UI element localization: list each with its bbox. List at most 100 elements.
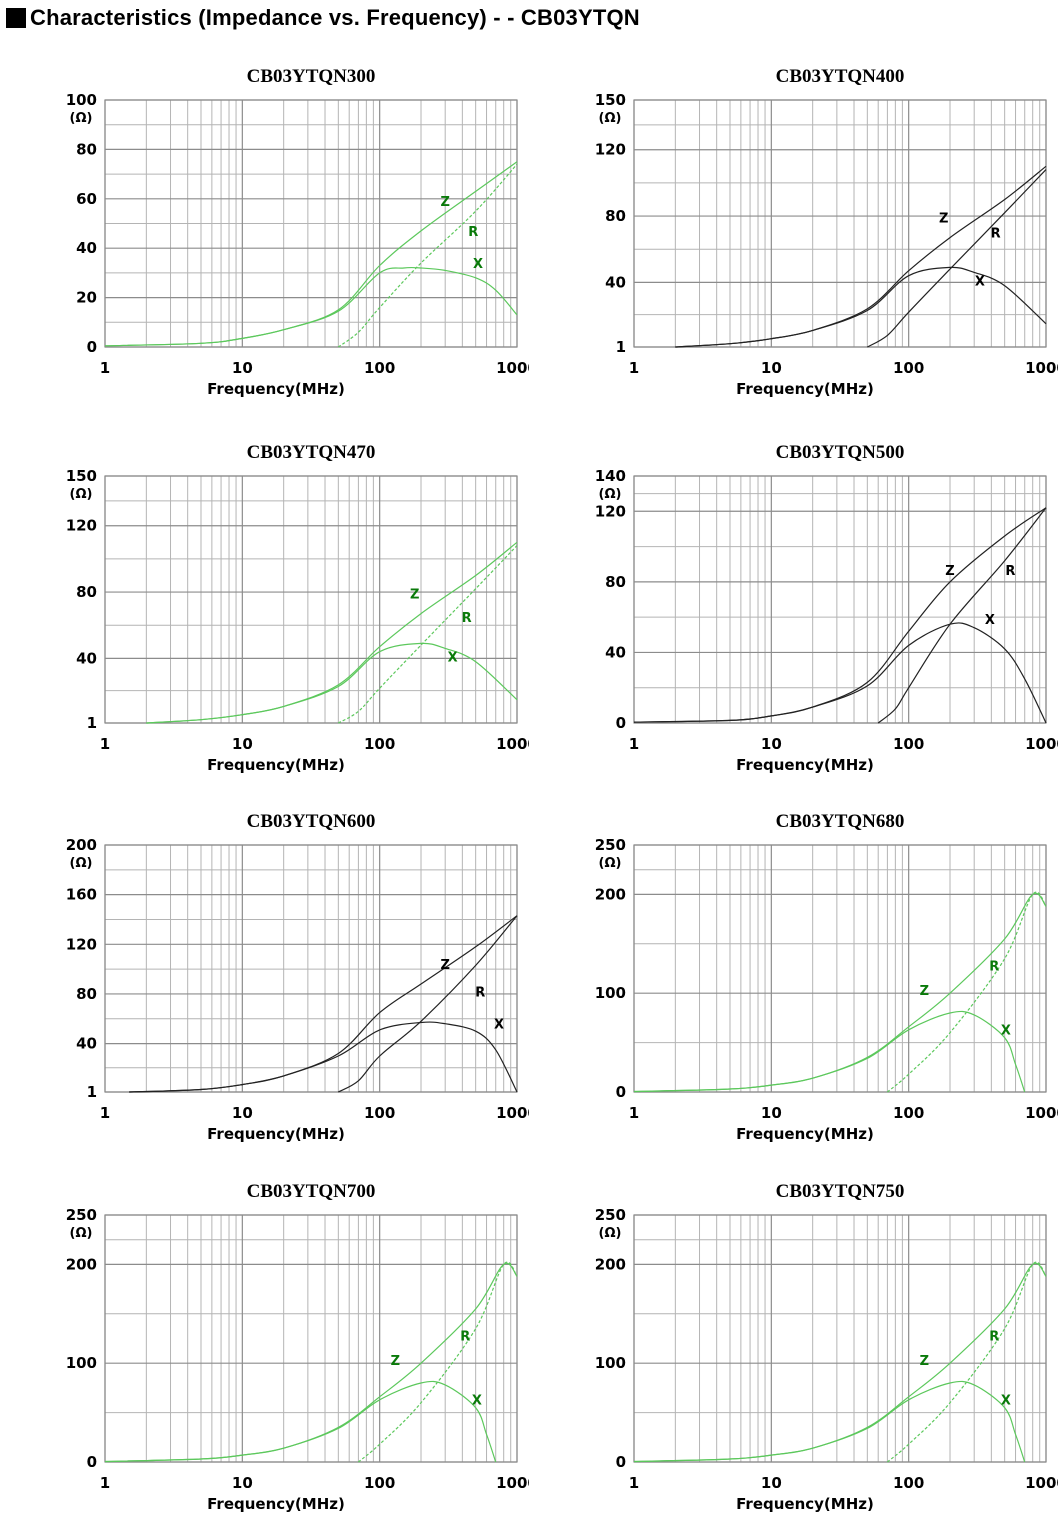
x-tick-label: 1 [100,1474,110,1492]
chart-title: CB03YTQN300 [247,66,376,87]
x-tick-label: 10 [232,1104,253,1122]
series-x-label: X [1001,1394,1011,1409]
series-r-label: R [460,1329,470,1344]
x-tick-label: 1000 [1025,1474,1058,1492]
x-axis-label: Frequency(MHz) [736,380,874,398]
impedance-chart: CB03YTQN600 1 40 80 120 160 200 (Ω) 1 10 100 1000 Fr… [66,811,529,1143]
chart-title: CB03YTQN600 [247,811,376,832]
x-tick-label: 1000 [1025,1104,1058,1122]
chart-panel: CB03YTQN680 0 100 200 250 (Ω) 1 10 100 1000 Freque… [529,797,1058,1169]
y-tick-label: 100 [595,984,626,1002]
series-x-label: X [975,275,985,290]
y-tick-label: 120 [66,935,97,953]
series-r-line [338,545,518,724]
chart-title: CB03YTQN400 [776,66,905,87]
unit-label: (Ω) [70,487,93,502]
impedance-chart: CB03YTQN300 0 20 40 60 80 100 (Ω) 1 10 100 1000 Freq… [66,66,529,398]
x-tick-label: 10 [232,1474,253,1492]
series-r-line [338,915,518,1093]
y-tick-label: 250 [595,1206,626,1224]
chart-title: CB03YTQN500 [776,442,905,463]
x-tick-label: 100 [893,1104,924,1122]
series-x-line [675,266,1047,348]
y-tick-label: 40 [76,1035,97,1053]
chart-title: CB03YTQN700 [247,1181,376,1202]
series-x-label: X [1001,1024,1011,1039]
y-tick-label: 120 [595,141,626,159]
y-tick-label: 20 [76,289,97,307]
y-tick-label: 150 [66,467,97,485]
plot-frame [104,1214,518,1463]
y-tick-label: 100 [595,1354,626,1372]
y-tick-label: 40 [76,239,97,257]
chart-panel: CB03YTQN700 0 100 200 250 (Ω) 1 10 100 1000 Freque… [0,1167,529,1539]
x-axis-label: Frequency(MHz) [207,756,345,774]
series-x-line [633,622,1047,724]
y-tick-label: 40 [605,643,626,661]
plot-frame [633,475,1047,724]
unit-label: (Ω) [70,1226,93,1241]
impedance-chart: CB03YTQN400 1 40 80 120 150 (Ω) 1 10 100 1000 Frequ… [595,66,1058,398]
x-tick-label: 100 [364,735,395,753]
y-tick-label: 200 [595,1255,626,1273]
x-tick-label: 10 [232,359,253,377]
x-tick-label: 10 [232,735,253,753]
impedance-chart: CB03YTQN700 0 100 200 250 (Ω) 1 10 100 1000 Freque… [66,1181,529,1513]
series-x-label: X [448,651,458,666]
plot-frame [633,844,1047,1093]
y-tick-label: 60 [76,190,97,208]
x-tick-label: 100 [364,1474,395,1492]
y-tick-label: 0 [87,338,97,356]
x-axis-label: Frequency(MHz) [736,756,874,774]
y-tick-label: 80 [76,985,97,1003]
x-tick-label: 1000 [496,735,529,753]
series-z-line [104,1262,518,1463]
y-tick-label: 200 [595,885,626,903]
series-z-line [633,1262,1047,1463]
series-z-label: Z [920,984,929,999]
y-tick-label: 200 [66,836,97,854]
y-tick-label: 80 [76,583,97,601]
series-z-line [675,165,1047,348]
unit-label: (Ω) [599,111,622,126]
y-tick-label: 80 [605,207,626,225]
y-tick-label: 80 [605,573,626,591]
y-tick-label: 1 [87,1083,97,1101]
x-tick-label: 1000 [1025,735,1058,753]
series-z-label: Z [391,1354,400,1369]
x-tick-label: 100 [893,1474,924,1492]
y-tick-label: 0 [616,1453,626,1471]
series-x-line [104,1380,497,1463]
chart-panel: CB03YTQN500 0 40 80 120 140 (Ω) 1 10 100 1000 Frequ… [529,428,1058,800]
x-axis-label: Frequency(MHz) [207,380,345,398]
plot-frame [633,1214,1047,1463]
unit-label: (Ω) [599,856,622,871]
series-z-label: Z [440,958,449,973]
impedance-chart: CB03YTQN470 1 40 80 120 150 (Ω) 1 10 100 1000 Frequ… [66,442,529,774]
x-tick-label: 1000 [1025,359,1058,377]
x-axis-label: Frequency(MHz) [736,1125,874,1143]
y-tick-label: 100 [66,91,97,109]
series-z-label: Z [945,564,954,579]
y-tick-label: 250 [595,836,626,854]
chart-panel: CB03YTQN600 1 40 80 120 160 200 (Ω) 1 10 100 1000 Fr… [0,797,529,1169]
series-x-label: X [472,1394,482,1409]
series-r-line [887,1261,1047,1463]
series-z-line [633,892,1047,1093]
series-x-label: X [494,1018,504,1033]
y-tick-label: 160 [66,886,97,904]
y-tick-label: 0 [87,1453,97,1471]
y-tick-label: 40 [605,273,626,291]
series-r-label: R [468,225,478,240]
x-tick-label: 1000 [496,1474,529,1492]
series-z-label: Z [440,195,449,210]
unit-label: (Ω) [599,1226,622,1241]
series-r-line [887,891,1047,1093]
series-x-line [146,642,518,724]
impedance-chart: CB03YTQN680 0 100 200 250 (Ω) 1 10 100 1000 Freque… [595,811,1058,1143]
y-tick-label: 1 [87,714,97,732]
x-tick-label: 10 [761,735,782,753]
x-tick-label: 10 [761,1104,782,1122]
series-x-line [129,1021,518,1093]
series-z-line [104,161,518,347]
